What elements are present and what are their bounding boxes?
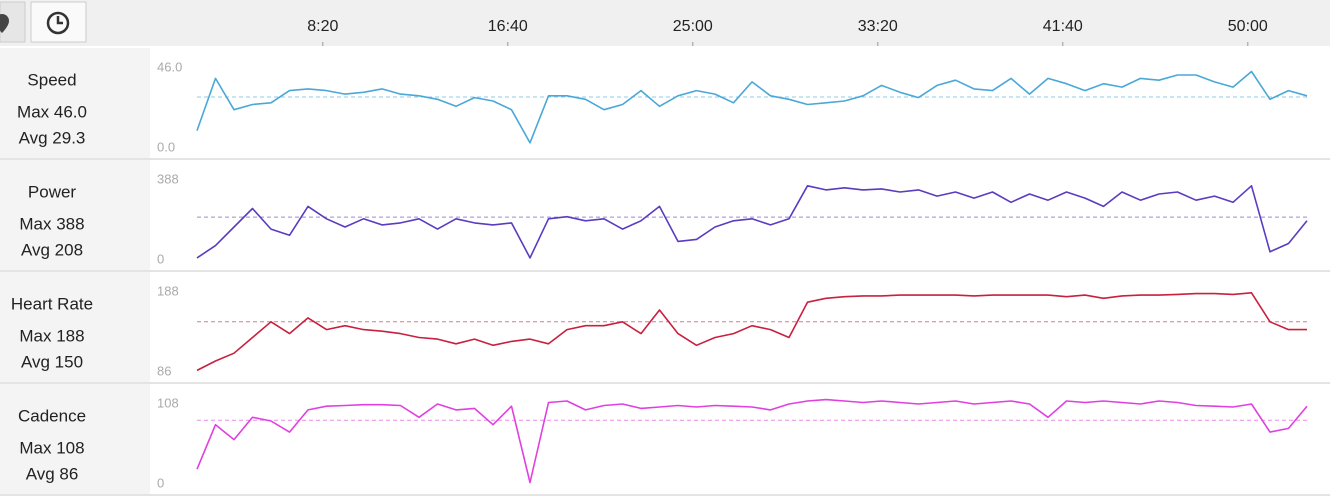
- metric-max: Max 188: [19, 326, 84, 345]
- x-tick-label: 8:20: [307, 18, 338, 35]
- y-tick-label: 0: [157, 251, 164, 266]
- metric-max: Max 46.0: [17, 102, 87, 121]
- clock-icon: [46, 11, 70, 35]
- x-tick-label: 50:00: [1228, 18, 1268, 35]
- metric-title: Power: [28, 182, 77, 201]
- x-tick-label: 25:00: [673, 18, 713, 35]
- metric-title: Speed: [27, 70, 76, 89]
- metric-title: Heart Rate: [11, 294, 93, 313]
- x-tick-label: 16:40: [488, 18, 528, 35]
- metric-max: Max 388: [19, 214, 84, 233]
- label-panel: [0, 384, 150, 494]
- metric-line: [196, 398, 1308, 484]
- metric-line: [196, 185, 1308, 259]
- metric-avg: Avg 29.3: [19, 128, 86, 147]
- x-tick-label: 33:20: [858, 18, 898, 35]
- y-tick-label: 388: [157, 171, 179, 186]
- metric-line: [196, 70, 1308, 144]
- y-tick-label: 188: [157, 283, 179, 298]
- label-panel: [0, 48, 150, 158]
- label-panel: [0, 160, 150, 270]
- metric-line: [196, 292, 1307, 372]
- y-tick-label: 86: [157, 363, 171, 378]
- metric-avg: Avg 208: [21, 240, 83, 259]
- y-tick-label: 108: [157, 395, 179, 410]
- x-tick-label: 41:40: [1043, 18, 1083, 35]
- label-panel: [0, 272, 150, 382]
- metric-avg: Avg 150: [21, 352, 83, 371]
- metric-max: Max 108: [19, 438, 84, 457]
- y-tick-label: 0: [157, 475, 164, 490]
- y-tick-label: 46.0: [157, 59, 182, 74]
- top-bar: [0, 0, 1330, 46]
- metric-avg: Avg 86: [26, 464, 79, 483]
- y-tick-label: 0.0: [157, 139, 175, 154]
- map-icon: [0, 14, 9, 33]
- metric-title: Cadence: [18, 406, 86, 425]
- clock-hands: [56, 16, 63, 25]
